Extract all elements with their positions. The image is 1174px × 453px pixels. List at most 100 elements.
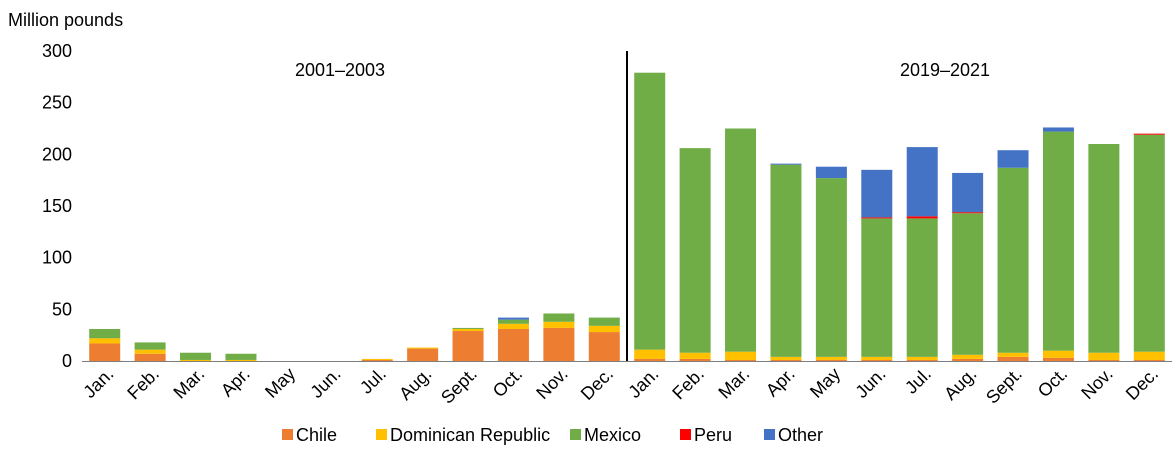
y-tick-label: 50	[52, 299, 72, 319]
bar-segment-mexico	[89, 328, 121, 339]
bar-segment-dominican-republic	[815, 356, 847, 360]
bar-segment-mexico	[452, 327, 484, 329]
x-tick-label: Dec.	[1122, 364, 1162, 404]
period-label-2001-2003: 2001–2003	[295, 60, 385, 80]
x-tick-label: Sept.	[437, 364, 481, 408]
x-tick-label: Mar.	[714, 364, 753, 403]
bar-segment-chile	[906, 359, 938, 361]
bar-segment-chile	[452, 331, 484, 361]
bar-segment-chile	[1088, 359, 1120, 361]
bar-segment-mexico	[543, 313, 575, 322]
bar-segment-mexico	[906, 218, 938, 357]
y-tick-label: 100	[42, 248, 72, 268]
bar-segment-mexico	[679, 148, 711, 353]
bar-segment-mexico	[1042, 131, 1074, 351]
bar-segment-dominican-republic	[543, 321, 575, 328]
x-tick-label: Jul.	[356, 364, 390, 398]
bar-segment-mexico	[497, 319, 529, 324]
bar-segment-chile	[1042, 357, 1074, 361]
y-tick-label: 0	[62, 351, 72, 371]
legend-label-peru: Peru	[694, 425, 732, 445]
bar-segment-chile	[815, 359, 847, 361]
bar-segment-mexico	[588, 317, 620, 326]
bar-segment-dominican-republic	[952, 354, 984, 359]
x-tick-label: Feb.	[668, 364, 708, 404]
legend-swatch-dominican-republic	[376, 429, 387, 440]
bar-segment-mexico	[180, 352, 212, 360]
bar-segment-other	[952, 172, 984, 213]
bar-segment-chile	[543, 327, 575, 361]
bar-segment-other	[906, 147, 938, 217]
bar-segment-chile	[1133, 359, 1165, 361]
bar-segment-dominican-republic	[225, 359, 257, 361]
x-tick-label: May	[261, 364, 299, 402]
x-tick-label: Feb.	[123, 364, 163, 404]
bar-segment-dominican-republic	[407, 347, 439, 349]
bar-segment-chile	[952, 358, 984, 361]
bar-segment-peru	[861, 217, 893, 219]
legend-swatch-mexico	[570, 429, 581, 440]
x-tick-label: Jan.	[79, 364, 117, 402]
bar-segment-dominican-republic	[1133, 351, 1165, 360]
y-tick-label: 200	[42, 144, 72, 164]
x-tick-label: Oct.	[489, 364, 526, 401]
bar-segment-mexico	[725, 128, 757, 352]
bar-segment-dominican-republic	[452, 328, 484, 332]
bar-segment-other	[770, 163, 802, 165]
period-label-2019-2021: 2019–2021	[900, 60, 990, 80]
bar-segment-dominican-republic	[634, 349, 666, 359]
bar-segment-chile	[361, 359, 393, 361]
x-tick-label: Apr.	[762, 364, 799, 401]
bar-segment-dominican-republic	[89, 338, 121, 344]
legend-label-dominican-republic: Dominican Republic	[390, 425, 550, 445]
bar-segment-mexico	[815, 178, 847, 357]
x-tick-label: Dec.	[577, 364, 617, 404]
bar-segment-chile	[89, 343, 121, 361]
bar-segment-chile	[997, 356, 1029, 361]
bar-segment-chile	[770, 359, 802, 361]
y-tick-label: 150	[42, 196, 72, 216]
legend-label-chile: Chile	[296, 425, 337, 445]
bar-segment-other	[497, 317, 529, 320]
x-tick-label: Sept.	[982, 364, 1026, 408]
x-axis-ticks: Jan. Feb. Mar. Apr. May Jun. Jul. Aug. Sept. Oct.…	[79, 364, 1162, 408]
bar-segment-dominican-republic	[906, 356, 938, 360]
legend-label-other: Other	[778, 425, 823, 445]
x-tick-label: Oct.	[1034, 364, 1071, 401]
bar-segment-other	[815, 166, 847, 179]
bar-segment-dominican-republic	[725, 351, 757, 360]
bar-segment-dominican-republic	[588, 325, 620, 333]
legend-swatch-other	[764, 429, 775, 440]
bar-segment-dominican-republic	[180, 359, 212, 361]
x-tick-label: Jun.	[851, 364, 889, 402]
bar-segment-dominican-republic	[770, 356, 802, 360]
bar-segment-mexico	[770, 164, 802, 357]
bar-segment-mexico	[861, 218, 893, 357]
bar-segment-chile	[634, 358, 666, 361]
bar-segment-other	[997, 150, 1029, 168]
legend-swatch-peru	[680, 429, 691, 440]
y-tick-label: 250	[42, 93, 72, 113]
y-tick-label: 300	[42, 41, 72, 61]
x-tick-label: Apr.	[217, 364, 254, 401]
bar-segment-dominican-republic	[1088, 352, 1120, 360]
bar-segment-chile	[725, 359, 757, 361]
bar-segment-mexico	[1088, 144, 1120, 353]
x-tick-label: Aug.	[395, 364, 435, 404]
bar-segment-mexico	[997, 167, 1029, 353]
bar-segment-chile	[497, 328, 529, 361]
x-tick-label: May	[806, 364, 844, 402]
bar-segment-dominican-republic	[1042, 350, 1074, 358]
bar-segment-chile	[588, 332, 620, 361]
x-tick-label: Mar.	[169, 364, 208, 403]
bar-segment-mexico	[134, 342, 166, 350]
x-tick-label: Nov.	[532, 364, 571, 403]
bar-segment-chile	[679, 358, 711, 361]
bar-segment-other	[861, 169, 893, 218]
bar-segment-dominican-republic	[134, 349, 166, 354]
x-tick-label: Jul.	[901, 364, 935, 398]
x-tick-label: Aug.	[940, 364, 980, 404]
bar-segment-chile	[407, 348, 439, 361]
bar-segment-chile	[134, 353, 166, 361]
